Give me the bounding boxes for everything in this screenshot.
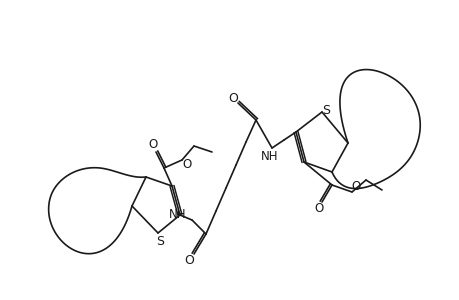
Text: O: O [313, 202, 323, 215]
Text: NH: NH [169, 208, 186, 221]
Text: O: O [148, 139, 157, 152]
Text: O: O [228, 92, 237, 104]
Text: NH: NH [261, 149, 278, 163]
Text: S: S [321, 103, 329, 116]
Text: O: O [182, 158, 191, 170]
Text: O: O [184, 254, 194, 268]
Text: O: O [351, 181, 360, 194]
Text: S: S [156, 236, 164, 248]
